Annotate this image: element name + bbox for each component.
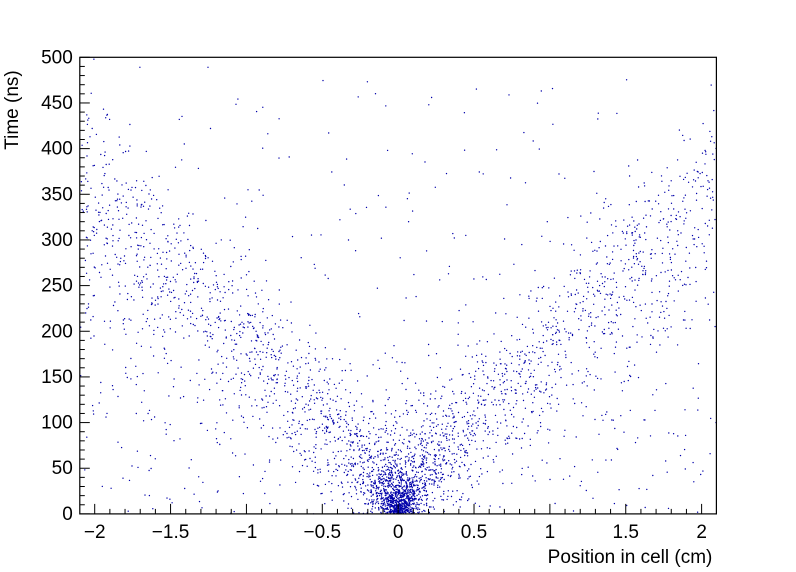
svg-text:−1.5: −1.5: [152, 522, 190, 543]
svg-text:Position in cell (cm): Position in cell (cm): [548, 547, 713, 568]
svg-text:200: 200: [41, 321, 73, 342]
svg-text:100: 100: [41, 413, 73, 434]
svg-text:1: 1: [545, 522, 556, 543]
svg-text:−0.5: −0.5: [304, 522, 342, 543]
svg-text:50: 50: [52, 458, 73, 479]
svg-text:450: 450: [41, 93, 73, 114]
svg-text:−1: −1: [236, 522, 258, 543]
svg-text:Time (ns): Time (ns): [2, 70, 23, 150]
svg-text:0: 0: [62, 504, 73, 525]
svg-text:350: 350: [41, 184, 73, 205]
svg-text:500: 500: [41, 47, 73, 68]
svg-text:−2: −2: [84, 522, 106, 543]
svg-text:0: 0: [393, 522, 404, 543]
svg-text:0.5: 0.5: [461, 522, 487, 543]
svg-text:400: 400: [41, 139, 73, 160]
svg-text:2: 2: [696, 522, 707, 543]
svg-text:1.5: 1.5: [613, 522, 639, 543]
svg-text:150: 150: [41, 367, 73, 388]
svg-text:250: 250: [41, 276, 73, 297]
svg-text:300: 300: [41, 230, 73, 251]
